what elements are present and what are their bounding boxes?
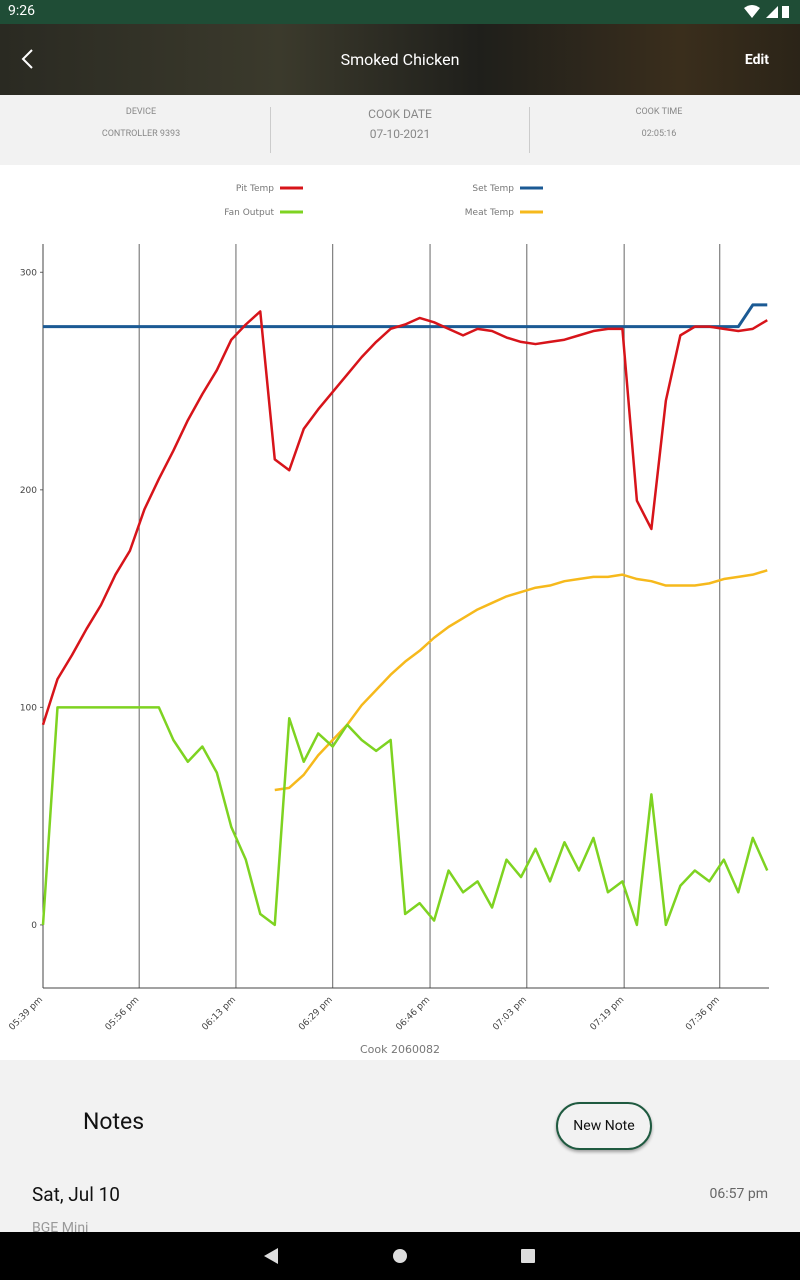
info-label: COOK TIME	[635, 107, 683, 117]
info-value: 07-10-2021	[369, 127, 431, 141]
x-tick-label: 05:56 pm	[104, 995, 142, 1033]
info-label: DEVICE	[125, 107, 157, 117]
legend-label: Fan Output	[224, 208, 274, 218]
app-header: Smoked Chicken Edit	[0, 24, 800, 95]
y-tick-label: 100	[20, 703, 37, 713]
series-line	[41, 310, 768, 726]
cook-info: DEVICE CONTROLLER 9393 COOK DATE 07-10-202…	[0, 95, 800, 165]
edit-button[interactable]: Edit	[744, 52, 769, 68]
x-tick-label: 07:36 pm	[684, 995, 722, 1033]
series-line	[274, 569, 768, 792]
x-tick-label: 06:13 pm	[200, 995, 238, 1033]
clock: 9:26	[8, 3, 35, 19]
y-tick-label: 200	[20, 486, 37, 496]
x-tick-label: 06:46 pm	[394, 995, 432, 1033]
legend-label: Pit Temp	[236, 184, 274, 194]
note-time: 06:57 pm	[709, 1186, 768, 1202]
back-button[interactable]	[20, 48, 36, 72]
info-value: CONTROLLER 9393	[101, 129, 181, 139]
legend-label: Set Temp	[472, 184, 514, 194]
x-tick-label: 06:29 pm	[297, 995, 335, 1033]
x-tick-label: 07:19 pm	[589, 995, 627, 1033]
legend-label: Meat Temp	[465, 208, 514, 218]
nav-buttons	[264, 1248, 535, 1264]
note-date: Sat, Jul 10	[32, 1183, 120, 1206]
series-line	[43, 303, 768, 329]
status-icons	[744, 5, 789, 18]
notes-title: Notes	[83, 1108, 145, 1135]
status-bar: 9:26	[0, 0, 800, 24]
nav-bar	[0, 1232, 800, 1280]
series-line	[41, 706, 769, 927]
info-value: 02:05:16	[641, 129, 677, 139]
chart: Cook 2060082 Pit Temp Set Temp Fan Output M…	[7, 184, 769, 1056]
x-tick-label: 07:03 pm	[491, 995, 529, 1033]
screen-title: Smoked Chicken	[340, 50, 460, 69]
x-axis-label: Cook 2060082	[360, 1043, 440, 1056]
y-tick-label: 300	[20, 268, 37, 278]
info-label: COOK DATE	[368, 107, 432, 121]
notes-section: Notes New Note Sat, Jul 10 06:57 pm BGE …	[0, 1060, 800, 1236]
y-tick-label: 0	[31, 921, 37, 931]
new-note-button[interactable]: New Note	[556, 1102, 652, 1150]
x-tick-label: 05:39 pm	[7, 995, 45, 1033]
